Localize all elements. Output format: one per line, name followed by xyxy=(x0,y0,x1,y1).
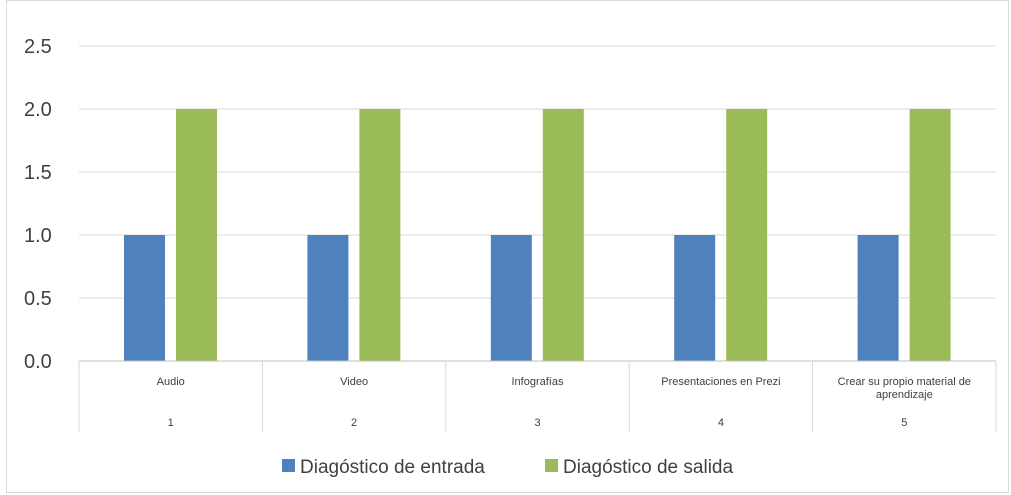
category-label: Presentaciones en Prezi xyxy=(661,376,780,388)
y-tick-label: 1.0 xyxy=(24,225,52,247)
bar-entrada-3 xyxy=(490,235,532,361)
bar-salida-2 xyxy=(359,109,401,361)
y-axis-ticks: 0.0 0.5 1.0 1.5 2.0 2.5 xyxy=(24,36,52,373)
y-tick-label: 1.5 xyxy=(24,162,52,184)
category-number: 2 xyxy=(351,417,357,429)
x-axis: Audio 1 Video 2 Infografías 3 Presentaciones e… xyxy=(78,360,997,432)
legend-label: Diagóstico de salida xyxy=(563,457,733,478)
bar-entrada-2 xyxy=(307,235,349,361)
bars xyxy=(124,109,951,361)
y-tick-label: 2.0 xyxy=(24,99,52,121)
legend-swatch xyxy=(545,459,558,472)
y-tick-label: 2.5 xyxy=(24,36,52,58)
category-number: 4 xyxy=(718,417,724,429)
legend: Diagóstico de entrada Diagóstico de salid… xyxy=(282,457,733,478)
y-tick-label: 0.5 xyxy=(24,288,52,310)
gridlines xyxy=(79,45,996,299)
legend-swatch xyxy=(282,459,295,472)
category-label: Audio xyxy=(157,376,185,388)
bar-entrada-4 xyxy=(674,235,716,361)
bar-salida-1 xyxy=(176,109,217,361)
category-number: 3 xyxy=(534,417,540,429)
category-label: Crear su propio material de aprendizaje xyxy=(838,376,971,401)
category-number: 5 xyxy=(901,417,907,429)
bar-salida-5 xyxy=(909,109,951,361)
bar-entrada-5 xyxy=(857,235,899,361)
legend-label: Diagóstico de entrada xyxy=(300,457,485,478)
bar-entrada-1 xyxy=(124,235,165,361)
category-number: 1 xyxy=(168,417,174,429)
category-label: Infografías xyxy=(512,376,564,388)
bar-salida-3 xyxy=(542,109,584,361)
category-label: Video xyxy=(340,376,368,388)
bar-salida-4 xyxy=(726,109,768,361)
y-tick-label: 0.0 xyxy=(24,351,52,373)
